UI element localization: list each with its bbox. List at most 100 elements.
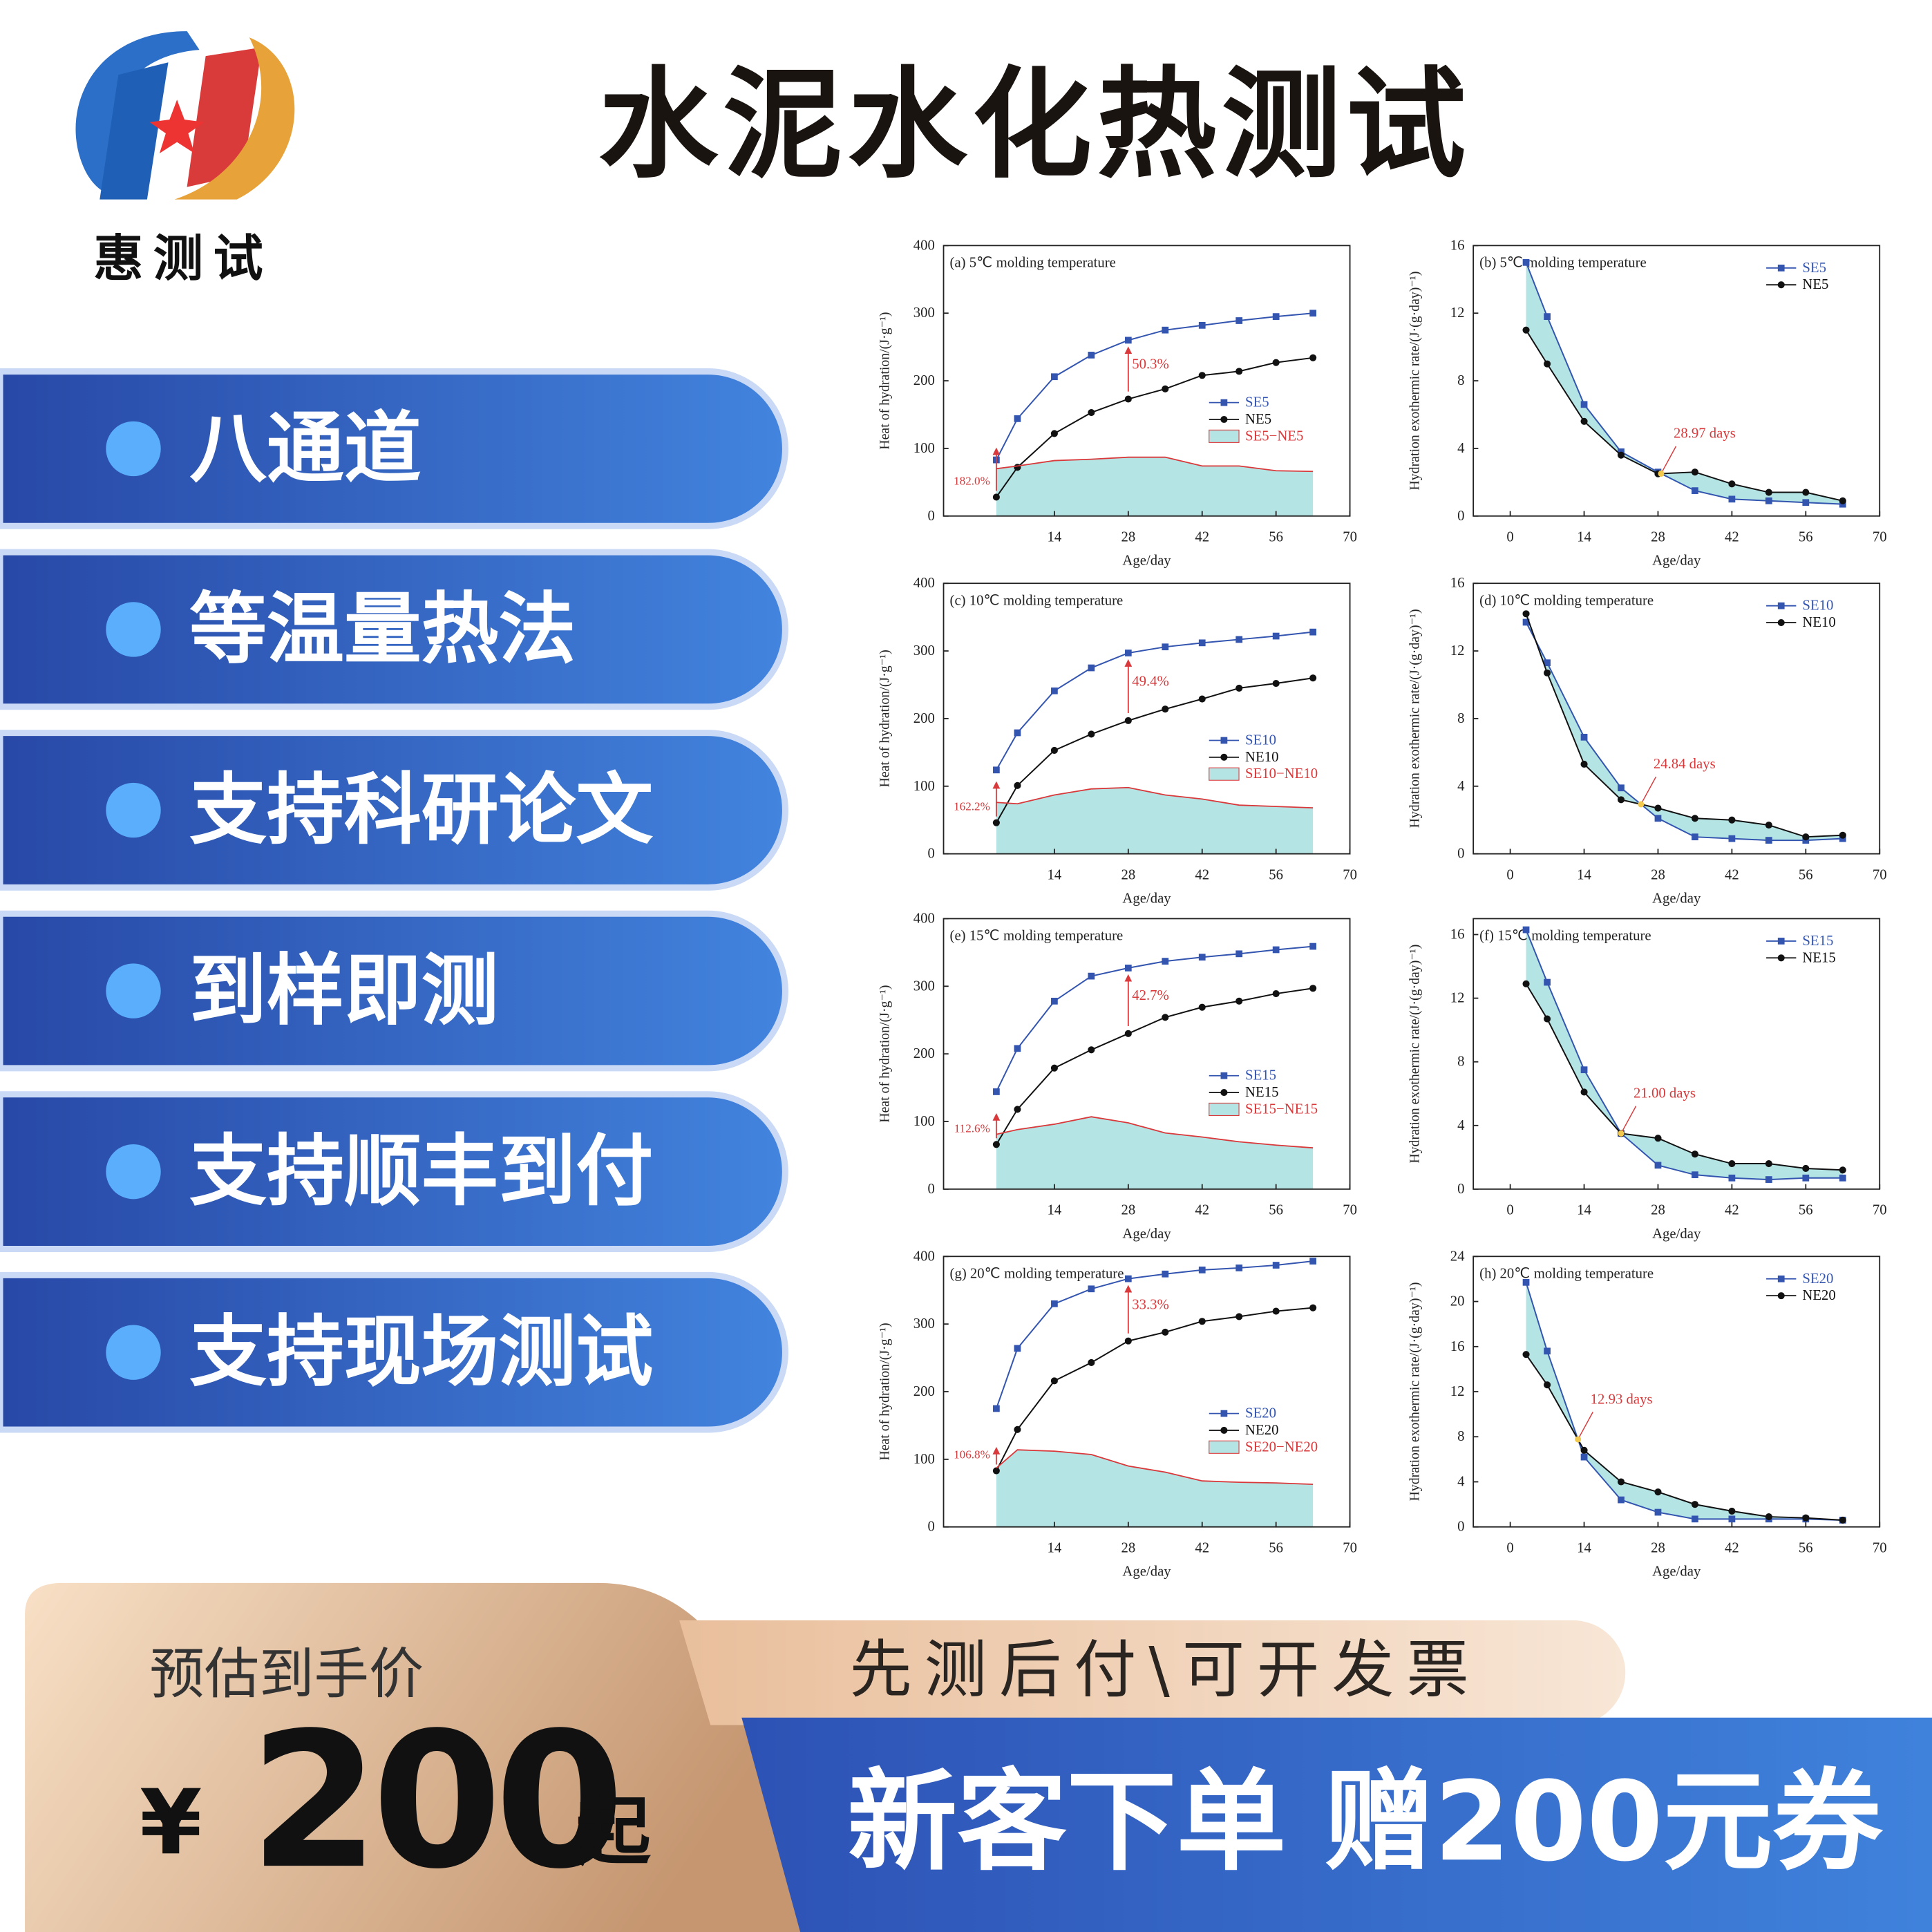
point [1051, 1300, 1058, 1307]
x-tick-label: 28 [1651, 529, 1665, 544]
point [1544, 1381, 1551, 1389]
logo: 惠测试 [75, 31, 295, 288]
annotation: 42.7% [1132, 988, 1169, 1003]
series-line [1525, 1354, 1843, 1521]
feature: 等温量热法 [0, 549, 788, 710]
point [1014, 1345, 1021, 1352]
point [1014, 1045, 1021, 1052]
point [1014, 1426, 1021, 1433]
point [1522, 326, 1530, 334]
series-line [996, 945, 1314, 1092]
point [1088, 352, 1095, 359]
annotation-leader [1578, 1412, 1593, 1440]
point [1544, 1347, 1551, 1355]
crossing-dot [1638, 801, 1645, 808]
x-tick-label: 0 [1506, 1203, 1513, 1218]
area-fill [996, 1117, 1314, 1189]
legend-marker [1777, 1292, 1785, 1300]
point [993, 766, 1000, 774]
point [1522, 926, 1530, 934]
point [1088, 1046, 1095, 1054]
y-tick-label: 8 [1457, 711, 1464, 726]
legend-label: SE20−NE20 [1245, 1439, 1318, 1455]
y-tick-label: 16 [1450, 1339, 1465, 1354]
legend-label: NE10 [1802, 615, 1835, 630]
point [1272, 946, 1280, 954]
point [1654, 1488, 1662, 1496]
feature-dot [106, 421, 161, 477]
x-tick-label: 28 [1121, 1203, 1135, 1218]
point [1088, 409, 1095, 417]
point [1088, 730, 1095, 738]
x-tick-label: 56 [1269, 867, 1283, 882]
x-tick-label: 42 [1725, 1540, 1739, 1555]
point [1654, 1162, 1662, 1169]
point [1235, 368, 1243, 375]
y-tick-label: 4 [1457, 779, 1465, 794]
x-tick-label: 28 [1651, 1540, 1665, 1555]
point [1544, 1015, 1551, 1023]
price-currency: ¥ [140, 1770, 202, 1875]
legend-marker [1220, 415, 1228, 424]
annotation: 182.0% [954, 474, 990, 487]
x-tick-label: 28 [1121, 1540, 1135, 1555]
x-tick-label: 42 [1725, 867, 1739, 882]
point [1272, 313, 1280, 320]
x-tick-label: 14 [1048, 529, 1062, 544]
y-axis-label: Hydration exothermic rate/(J·(g·day)⁻¹) [1407, 945, 1422, 1164]
point [1654, 815, 1662, 822]
point [1309, 674, 1317, 682]
x-tick-label: 70 [1343, 867, 1357, 882]
x-tick-label: 0 [1506, 529, 1513, 544]
legend-marker [1220, 1410, 1228, 1417]
feature-dot [106, 602, 161, 657]
point [1050, 1064, 1058, 1072]
point [1580, 417, 1588, 425]
legend-marker [1220, 399, 1228, 406]
point [1309, 1258, 1317, 1265]
annotation: 106.8% [954, 1448, 990, 1461]
point [1522, 980, 1530, 987]
logo-star [149, 100, 205, 153]
x-tick-label: 42 [1195, 1540, 1209, 1555]
legend-label: SE15 [1245, 1068, 1276, 1083]
point [1618, 784, 1625, 792]
legend-label: SE20 [1245, 1406, 1276, 1421]
feature-text: 支持科研论文 [189, 766, 653, 855]
y-tick-label: 200 [913, 373, 935, 388]
chart-title: (g) 20℃ molding temperature [950, 1267, 1124, 1282]
y-tick-label: 0 [1457, 1182, 1464, 1197]
x-tick-label: 56 [1269, 1203, 1283, 1218]
chart: 0 14 28 42 56 70 0 4 8 12 16 20 24 (h) 20℃ molding te… [1407, 1249, 1886, 1579]
y-tick-label: 200 [913, 1384, 935, 1399]
point [1728, 1160, 1736, 1168]
point [1802, 489, 1810, 496]
point [1162, 643, 1169, 651]
series-line [1525, 1282, 1843, 1521]
point [1544, 313, 1551, 320]
point [1309, 985, 1317, 992]
point [1198, 954, 1206, 961]
legend-label: NE15 [1245, 1085, 1278, 1100]
y-axis-label: Heat of hydration/(J·g⁻¹) [878, 1323, 893, 1460]
y-tick-label: 200 [913, 1046, 935, 1061]
y-tick-label: 12 [1450, 643, 1465, 659]
logo-text: 惠测试 [93, 230, 273, 288]
point [1654, 1508, 1662, 1516]
point [1580, 760, 1588, 768]
legend-label: SE5 [1802, 261, 1826, 276]
legend-marker [1777, 281, 1785, 289]
chart-title: (f) 15℃ molding temperature [1479, 929, 1651, 944]
point [992, 493, 1000, 501]
point [1235, 950, 1243, 958]
chart: 14 28 42 56 70 0 100 200 300 400 (c) 10℃ molding t… [878, 576, 1357, 906]
point [1654, 804, 1662, 812]
x-tick-label: 70 [1343, 1540, 1357, 1555]
annotation: 50.3% [1132, 357, 1169, 372]
series-line [996, 786, 1314, 809]
feature: 支持现场测试 [0, 1271, 788, 1433]
point [1839, 1166, 1846, 1174]
chart: 14 28 42 56 70 0 100 200 300 400 (g) 20℃ molding t… [878, 1249, 1357, 1579]
y-tick-label: 0 [1457, 509, 1464, 524]
